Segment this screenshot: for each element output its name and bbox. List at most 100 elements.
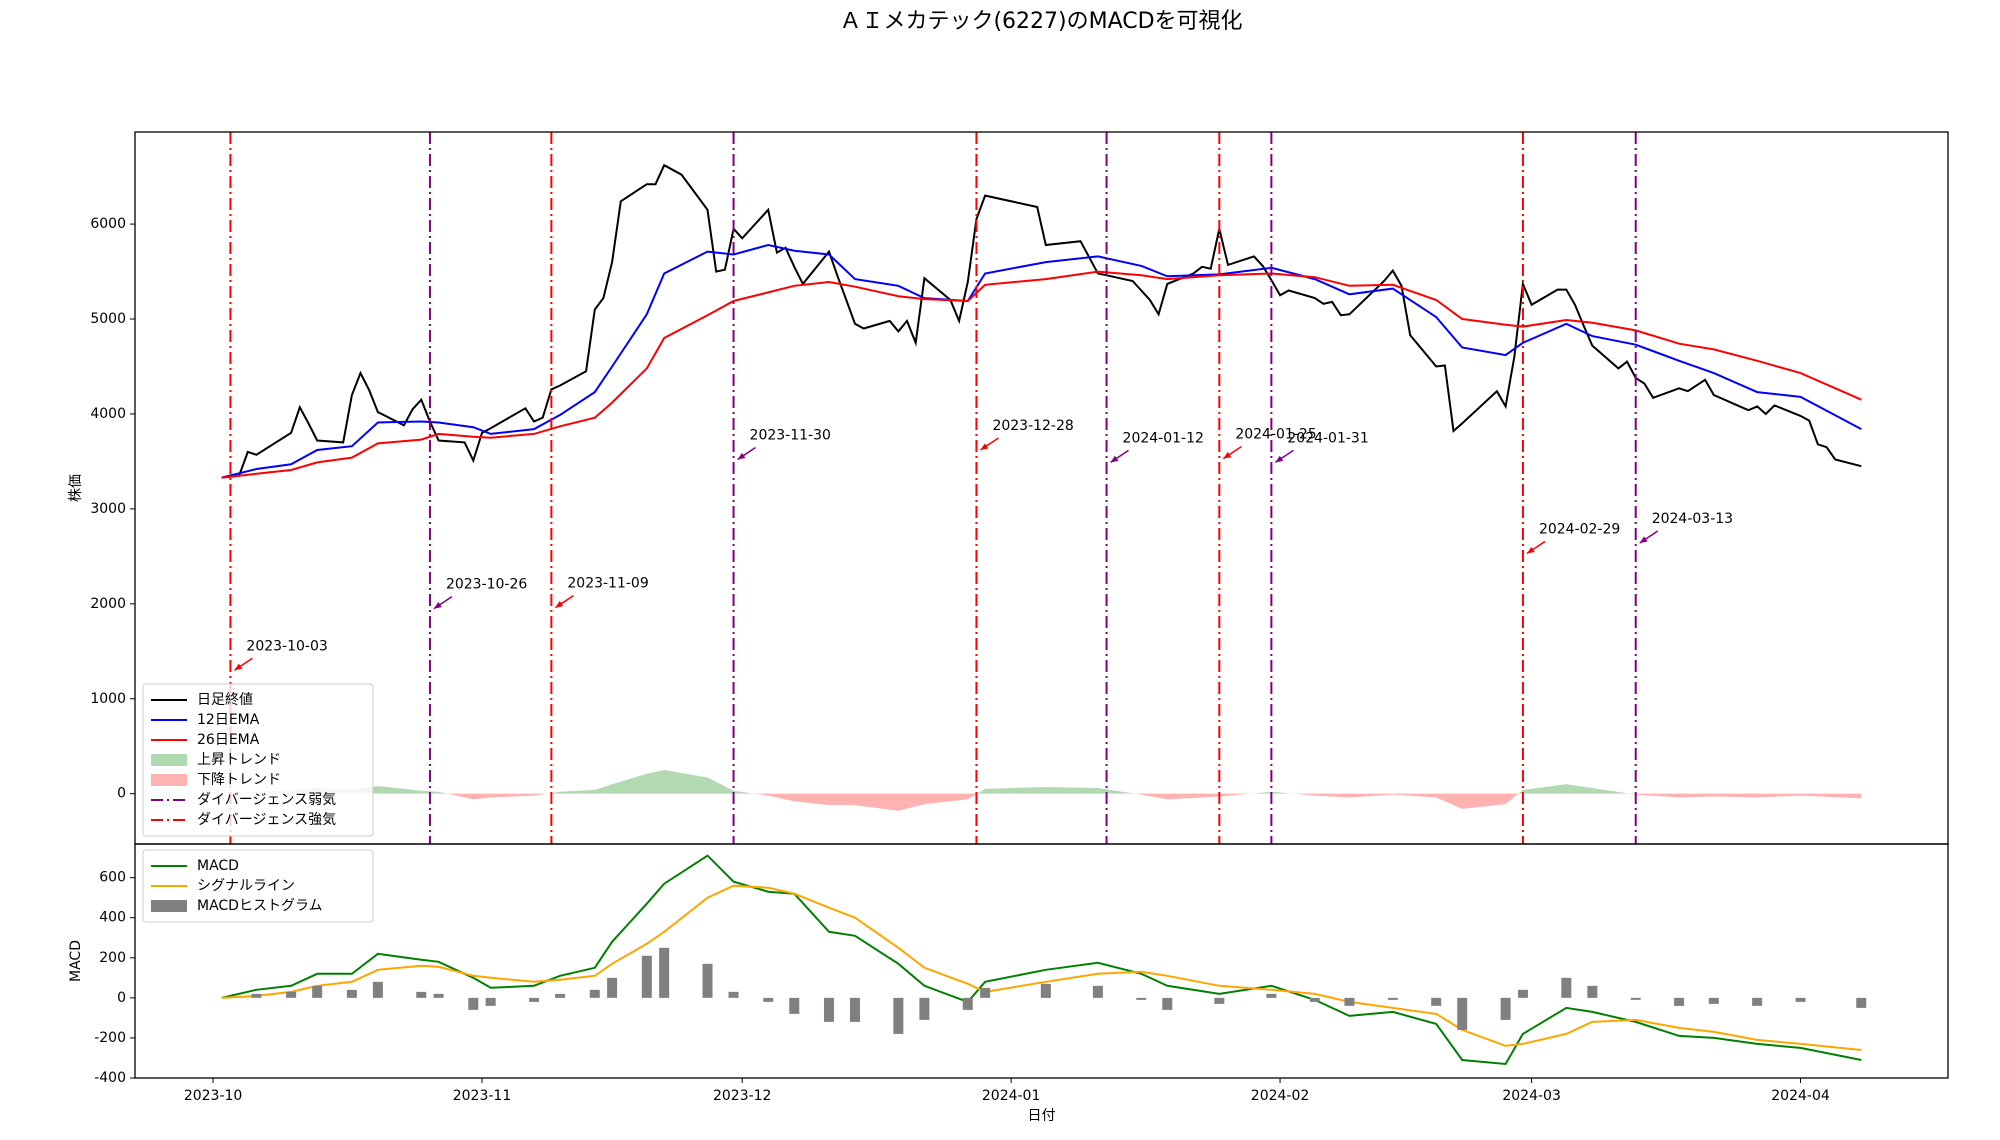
y-tick-label: 6000 [90, 216, 126, 232]
histogram-bar [849, 997, 860, 1022]
annotation-label: 2023-10-03 [246, 638, 327, 654]
histogram-bar [1162, 997, 1173, 1010]
y-tick-label: 0 [117, 786, 126, 802]
histogram-bar [1040, 983, 1051, 998]
legend-swatch [151, 754, 187, 766]
trend-fill [221, 793, 1862, 811]
y-tick-label: 2000 [90, 596, 126, 612]
x-tick-label: 2024-02 [1251, 1088, 1310, 1104]
y-tick-label: 5000 [90, 311, 126, 327]
histogram-bar [589, 989, 600, 998]
histogram-bar [1457, 997, 1468, 1030]
annotation-arrowhead [234, 663, 243, 671]
legend-label: MACDヒストグラム [197, 898, 323, 914]
histogram-bar [1136, 997, 1147, 1000]
y-axis-label: 株価 [68, 474, 84, 502]
y-tick-label: -200 [94, 1030, 126, 1046]
histogram-bar [346, 989, 357, 998]
histogram-bar [1587, 985, 1598, 998]
histogram-bar [372, 981, 383, 998]
histogram-bar [1214, 997, 1225, 1004]
histogram-bar [555, 993, 566, 998]
histogram-bar [1795, 997, 1806, 1002]
histogram-bar [433, 993, 444, 998]
y-tick-label: 1000 [90, 691, 126, 707]
histogram-bar [702, 963, 713, 998]
y-tick-label: 200 [99, 950, 126, 966]
line-series [221, 270, 1862, 479]
annotation-arrowhead [980, 443, 989, 451]
annotation-label: 2023-12-28 [992, 418, 1073, 434]
histogram-bar [251, 993, 262, 998]
annotation-arrowhead [555, 600, 564, 608]
annotation-arrowhead [1526, 546, 1535, 554]
histogram-bar [1387, 997, 1398, 1000]
histogram-bar [728, 991, 739, 998]
histogram-bar [1856, 997, 1867, 1008]
legend-label: 12日EMA [197, 712, 260, 728]
histogram-bar [416, 991, 427, 998]
legend-label: 26日EMA [197, 732, 260, 748]
histogram-bar [1309, 997, 1320, 1002]
histogram-bar [980, 987, 991, 998]
trend-fill [221, 770, 1862, 794]
legend-label: ダイバージェンス強気 [197, 812, 336, 828]
y-axis-label: MACD [68, 940, 84, 982]
y-tick-label: 0 [117, 990, 126, 1006]
legend-label: 下降トレンド [197, 772, 281, 788]
histogram-bar [659, 947, 670, 998]
annotation-arrowhead [433, 601, 442, 609]
x-tick-label: 2024-01 [982, 1088, 1041, 1104]
histogram-bar [607, 977, 618, 998]
y-tick-label: 600 [99, 870, 126, 886]
y-tick-label: 4000 [90, 406, 126, 422]
histogram-bar [468, 997, 479, 1010]
annotation-arrowhead [1110, 455, 1119, 463]
histogram-bar [962, 997, 973, 1010]
histogram-bar [1708, 997, 1719, 1004]
histogram-bar [1674, 997, 1685, 1006]
legend-swatch [151, 774, 187, 786]
y-tick-label: -400 [94, 1070, 126, 1086]
histogram-bar [823, 997, 834, 1022]
x-axis-label: 日付 [1028, 1108, 1056, 1124]
axes-frame [134, 843, 1949, 1079]
annotation-label: 2023-11-09 [567, 576, 648, 592]
y-tick-label: 3000 [90, 501, 126, 517]
histogram-bar [641, 955, 652, 998]
histogram-bar [1630, 997, 1641, 1000]
annotation-arrowhead [1275, 455, 1284, 463]
legend-swatch [151, 900, 187, 912]
annotation-label: 2024-03-13 [1652, 511, 1733, 527]
y-tick-label: 400 [99, 910, 126, 926]
histogram-bar [1344, 997, 1355, 1006]
histogram-bar [1500, 997, 1511, 1020]
legend-label: MACD [197, 858, 239, 874]
x-tick-label: 2024-03 [1502, 1088, 1561, 1104]
annotation-label: 2023-10-26 [446, 577, 527, 593]
x-tick-label: 2023-12 [713, 1088, 772, 1104]
annotation-label: 2023-11-30 [750, 428, 831, 444]
legend-box [142, 683, 374, 837]
histogram-bar [1092, 985, 1103, 998]
line-series [221, 884, 1862, 1051]
histogram-bar [789, 997, 800, 1014]
histogram-bar [1431, 997, 1442, 1006]
histogram-bar [312, 985, 323, 998]
annotation-label: 2024-01-25 [1235, 427, 1316, 443]
legend-label: ダイバージェンス弱気 [197, 792, 336, 808]
histogram-bar [763, 997, 774, 1002]
histogram-bar [485, 997, 496, 1006]
annotation-label: 2024-02-29 [1539, 522, 1620, 538]
histogram-bar [919, 997, 930, 1020]
histogram-bar [1266, 993, 1277, 998]
annotation-label: 2024-01-12 [1123, 430, 1204, 446]
histogram-bar [529, 997, 540, 1002]
legend-box [142, 849, 374, 923]
legend-label: シグナルライン [197, 878, 295, 894]
annotation-arrowhead [737, 452, 746, 460]
annotation-arrowhead [1223, 451, 1232, 459]
histogram-bar [1752, 997, 1763, 1006]
